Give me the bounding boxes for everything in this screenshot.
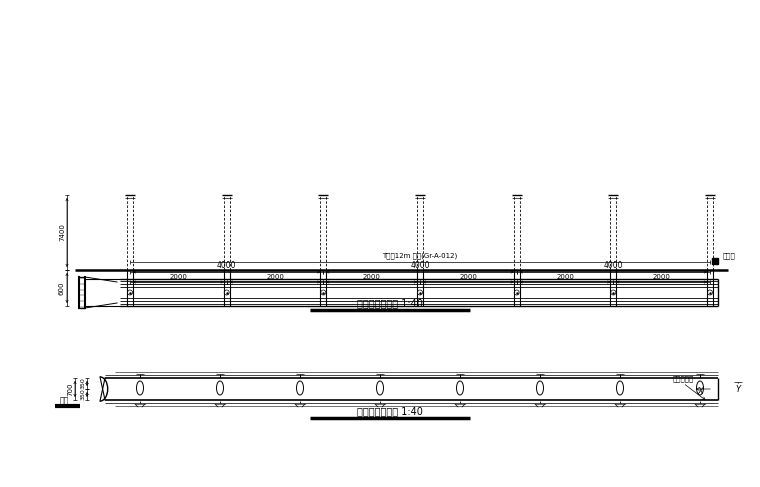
Text: 350: 350 xyxy=(81,377,85,390)
Text: 2000: 2000 xyxy=(363,274,381,280)
Text: 4000: 4000 xyxy=(410,261,429,270)
Text: 标别: 标别 xyxy=(60,396,69,406)
Bar xyxy=(712,258,718,264)
Text: 2000: 2000 xyxy=(556,274,574,280)
Text: 2000: 2000 xyxy=(459,274,477,280)
Text: 4000: 4000 xyxy=(217,261,236,270)
Text: Y: Y xyxy=(736,386,740,394)
Text: 700: 700 xyxy=(67,382,73,396)
Text: X: X xyxy=(697,387,703,395)
Text: 7400: 7400 xyxy=(59,224,65,242)
Text: T形枉12m 端板(Gr-A-012): T形枉12m 端板(Gr-A-012) xyxy=(382,252,458,259)
Text: 4000: 4000 xyxy=(603,261,623,270)
Text: 600: 600 xyxy=(59,281,65,295)
Text: 2000: 2000 xyxy=(169,274,187,280)
Text: 350: 350 xyxy=(81,389,85,400)
Text: 2000: 2000 xyxy=(266,274,284,280)
Text: 2000: 2000 xyxy=(653,274,670,280)
Text: 土路路缘线: 土路路缘线 xyxy=(673,375,694,382)
Text: 下游槽头平面图 1:40: 下游槽头平面图 1:40 xyxy=(357,406,423,416)
Text: 标准段: 标准段 xyxy=(723,252,736,259)
Text: 下游槽头立面图 1:40: 下游槽头立面图 1:40 xyxy=(357,298,423,308)
